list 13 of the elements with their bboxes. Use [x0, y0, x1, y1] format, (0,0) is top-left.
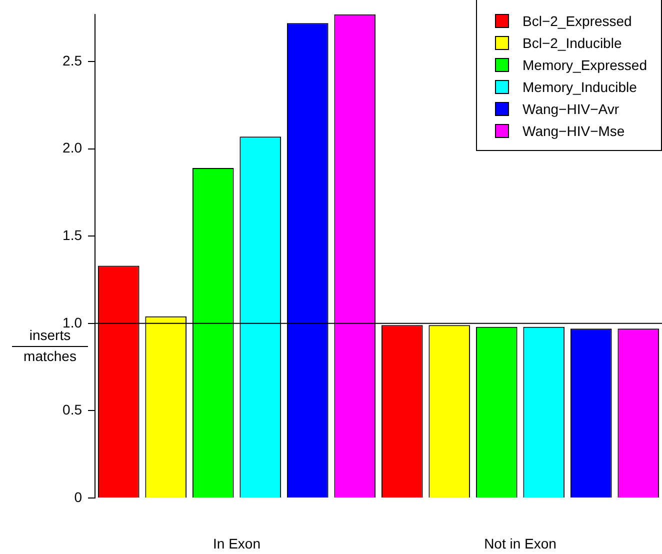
x-tick-label: In Exon: [213, 535, 260, 552]
legend-label: Wang−HIV−Mse: [522, 123, 625, 139]
y-tick-label: 0: [74, 488, 82, 505]
y-tick-label: 2.5: [62, 52, 82, 68]
legend-label: Memory_Inducible: [522, 79, 637, 95]
y-tick-label: 1.5: [62, 226, 82, 243]
y-tick-label: 2.0: [62, 140, 82, 156]
legend-label: Bcl−2_Expressed: [522, 13, 632, 29]
y-tick-label: 0.5: [62, 402, 82, 418]
legend-label: Bcl−2_Inducible: [522, 35, 622, 51]
legend-label: Wang−HIV−Avr: [522, 101, 619, 117]
legend-label: Memory_Expressed: [522, 57, 647, 73]
x-tick-label: Not in Exon: [484, 535, 556, 552]
